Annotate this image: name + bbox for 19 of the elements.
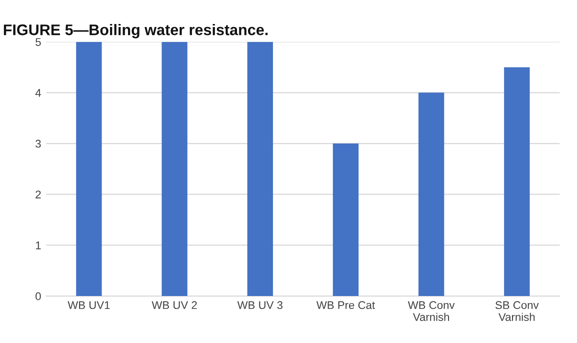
y-tick-label: 2 (36, 190, 41, 198)
x-tick-label: SB Conv Varnish (495, 301, 539, 321)
y-tick-label: 5 (36, 38, 41, 46)
bar (504, 67, 530, 296)
bar (76, 42, 102, 296)
x-tick-label: WB Pre Cat (316, 301, 375, 310)
y-tick-label: 3 (36, 140, 41, 148)
bar (247, 42, 273, 296)
bar (418, 92, 444, 296)
x-tick-label: WB UV 2 (152, 301, 197, 310)
x-tick-label: WB UV1 (68, 301, 110, 310)
y-tick-label: 0 (36, 292, 41, 300)
y-tick-label: 4 (35, 89, 41, 97)
y-tick-label: 1 (36, 242, 41, 250)
x-tick-label: WB Conv Varnish (408, 301, 455, 321)
bar (332, 144, 359, 296)
chart-title: FIGURE 5—Boiling water resistance. (4, 24, 268, 38)
bar (162, 42, 188, 296)
x-tick-label: WB UV 3 (237, 301, 282, 310)
